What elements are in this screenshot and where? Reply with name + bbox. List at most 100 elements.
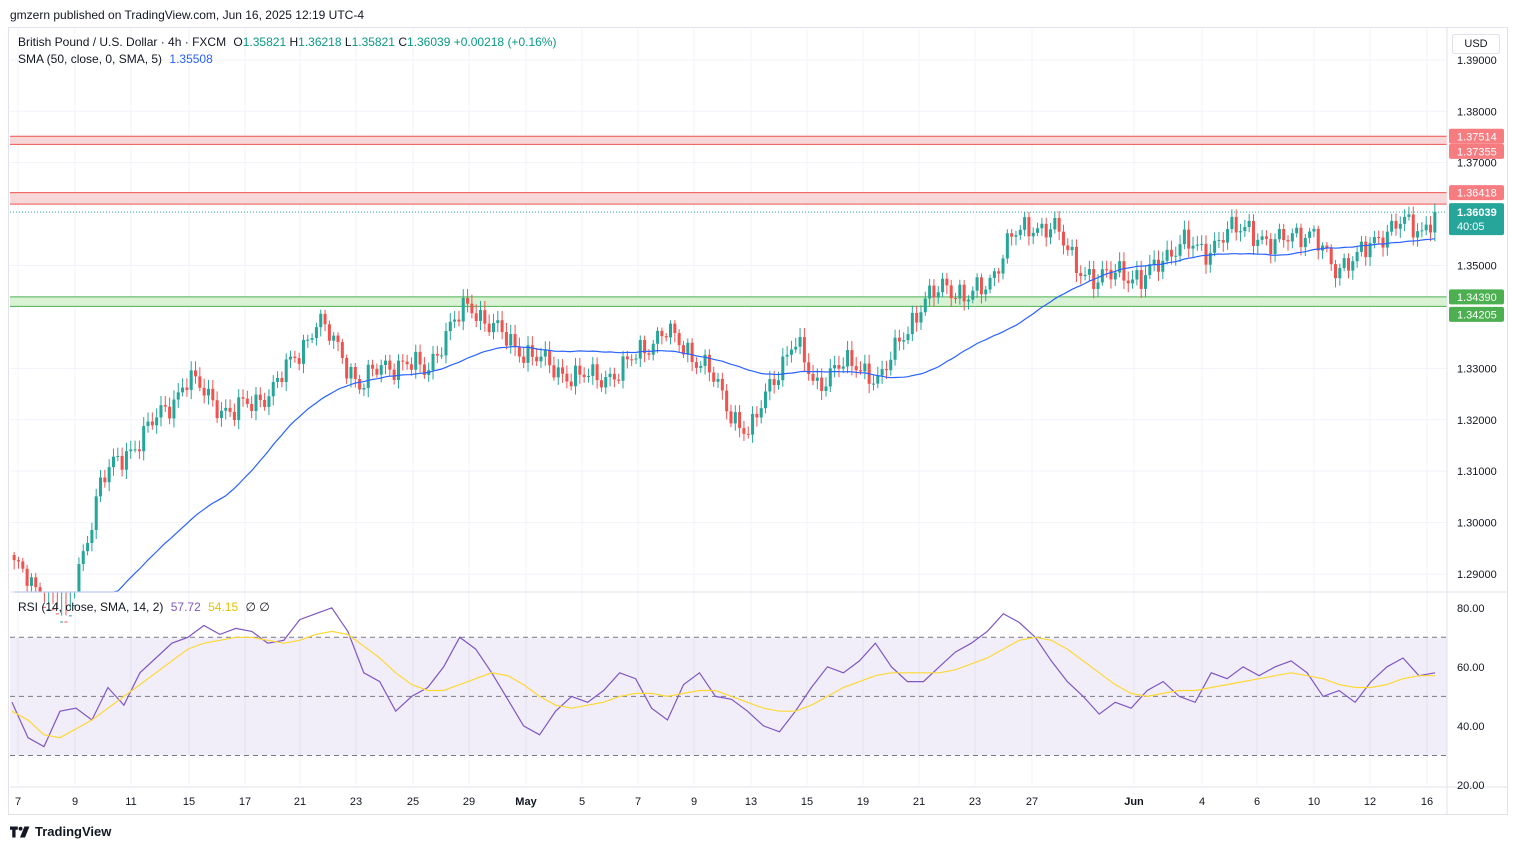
- candle-body: [349, 367, 353, 379]
- zone-bottom-tag: 1.37355: [1457, 146, 1497, 158]
- candle-body: [820, 377, 824, 391]
- candle-body: [690, 342, 694, 363]
- candle-body: [155, 417, 159, 426]
- sma-legend[interactable]: SMA (50, close, 0, SMA, 5) 1.35508: [18, 52, 213, 66]
- candle-body: [1131, 279, 1135, 284]
- candle-body: [1273, 239, 1277, 255]
- axes: 1.39000 1.38000 1.37000 1.35000 1.33000 1.320…: [10, 28, 1507, 814]
- candle-body: [530, 345, 534, 357]
- candle-body: [1325, 245, 1329, 249]
- candle-body: [630, 359, 634, 361]
- candle-body: [1290, 233, 1294, 242]
- candle-body: [1411, 214, 1415, 238]
- time-tick-label: 5: [579, 796, 585, 808]
- candle-body: [38, 587, 42, 592]
- candle-body: [68, 615, 72, 617]
- candles: [12, 203, 1437, 623]
- rsi-legend[interactable]: RSI (14, close, SMA, 14, 2) 57.72 54.15 …: [18, 600, 270, 614]
- candle-body: [755, 413, 759, 418]
- candle-body: [1126, 280, 1130, 284]
- candle-body: [150, 421, 154, 426]
- candle-body: [1191, 245, 1195, 249]
- candle-body: [99, 477, 103, 497]
- candle-body: [198, 376, 202, 388]
- candle-body: [1239, 231, 1243, 233]
- price-tick-label: 1.30000: [1457, 518, 1497, 530]
- price-tick-label: 1.37000: [1457, 158, 1497, 170]
- candle-body: [625, 356, 629, 360]
- rsi-value: 57.72: [170, 600, 201, 614]
- candle-body: [1174, 255, 1178, 257]
- rsi-sma-value: 54.15: [208, 600, 239, 614]
- symbol-legend: British Pound / U.S. Dollar · 4h · FXCM …: [18, 35, 556, 49]
- candle-body: [1023, 217, 1027, 230]
- candle-body: [738, 412, 742, 429]
- candle-body: [241, 397, 245, 399]
- candle-body: [669, 323, 673, 338]
- candle-body: [699, 365, 703, 368]
- rsi-pane: [10, 607, 1447, 756]
- price-tick-label: 1.33000: [1457, 363, 1497, 375]
- candle-body: [1135, 270, 1139, 280]
- candle-body: [168, 406, 172, 419]
- price-zone: [10, 136, 1447, 145]
- candle-body: [556, 367, 560, 378]
- candle-body: [500, 320, 504, 333]
- candle-body: [1342, 258, 1346, 268]
- candle-body: [841, 366, 845, 369]
- candle-body: [1398, 223, 1402, 229]
- candle-body: [194, 370, 198, 377]
- candle-body: [267, 396, 271, 407]
- candle-body: [189, 370, 193, 390]
- rsi-band-fill: [10, 637, 1447, 756]
- candle-body: [798, 337, 802, 347]
- zone-top-tag: 1.34390: [1457, 292, 1497, 304]
- candle-body: [146, 421, 150, 427]
- time-tick-label: 19: [857, 796, 869, 808]
- candle-body: [1381, 237, 1385, 248]
- candle-body: [276, 377, 280, 382]
- price-tick-label: 1.29000: [1457, 569, 1497, 581]
- candle-body: [1027, 217, 1031, 237]
- candle-body: [440, 355, 444, 357]
- candle-body: [237, 397, 241, 421]
- candle-body: [176, 392, 180, 400]
- candle-body: [254, 394, 258, 412]
- candle-body: [997, 271, 1001, 274]
- candle-body: [1044, 223, 1048, 238]
- candle-body: [1364, 241, 1368, 258]
- candle-body: [396, 360, 400, 381]
- candle-body: [1230, 216, 1234, 230]
- sma-label: SMA (50, close, 0, SMA, 5): [18, 52, 163, 66]
- candle-body: [1234, 216, 1238, 233]
- candle-body: [1066, 245, 1070, 251]
- candle-body: [219, 410, 223, 419]
- zone-bottom-tag: 1.34205: [1457, 309, 1497, 321]
- time-tick-label: May: [515, 796, 537, 808]
- candle-body: [880, 369, 884, 376]
- candle-body: [526, 345, 530, 363]
- candle-body: [172, 399, 176, 419]
- candle-body: [932, 285, 936, 298]
- rsi-label: RSI (14, close, SMA, 14, 2): [18, 600, 164, 614]
- candle-body: [949, 285, 953, 299]
- time-tick-label: 4: [1199, 796, 1205, 808]
- ohlc-change: +0.00218 (+0.16%): [453, 35, 557, 49]
- candle-body: [815, 377, 819, 381]
- candle-body: [1359, 241, 1363, 252]
- candle-body: [103, 477, 107, 483]
- candle-body: [1368, 243, 1372, 258]
- candle-body: [802, 337, 806, 363]
- tradingview-logo[interactable]: TradingView: [10, 824, 111, 839]
- candle-body: [936, 292, 940, 298]
- candle-body: [111, 456, 115, 468]
- candle-body: [854, 366, 858, 371]
- candle-body: [224, 407, 228, 411]
- candle-body: [1087, 269, 1091, 275]
- candle-body: [975, 277, 979, 291]
- currency-button[interactable]: USD: [1452, 34, 1500, 54]
- candle-body: [910, 312, 914, 335]
- candle-body: [461, 297, 465, 322]
- rsi-line: [11, 607, 1436, 748]
